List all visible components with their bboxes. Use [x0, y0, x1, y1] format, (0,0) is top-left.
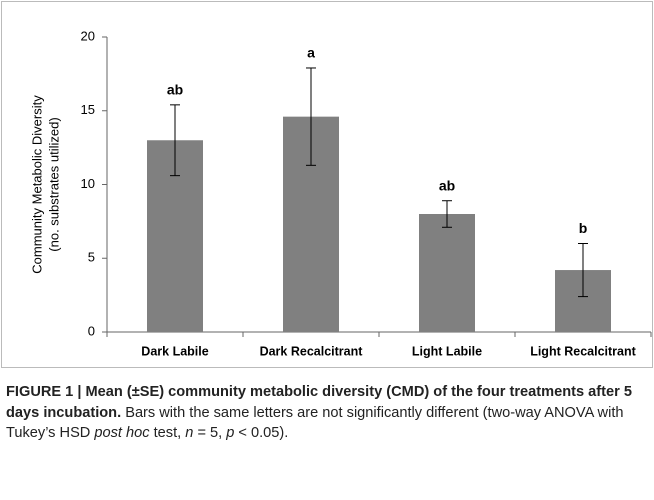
caption-italic: post hoc [94, 425, 150, 441]
error-bar [578, 243, 588, 298]
caption-normal: test, [149, 425, 186, 441]
caption-bold: FIGURE 1 | Mean (±SE) community metaboli… [6, 384, 632, 421]
y-axis-label: (no. substrates utilized) [46, 117, 61, 251]
x-tick-label: Dark Recalcitrant [260, 344, 364, 358]
caption-normal: = 5, [193, 425, 227, 441]
y-tick-label: 5 [88, 250, 95, 265]
caption-normal: Bars with the same letters are not signi… [6, 404, 624, 442]
caption-italic: p [226, 425, 235, 441]
significance-letter: b [579, 220, 588, 236]
x-tick-label: Light Labile [412, 344, 482, 358]
significance-letter: ab [439, 177, 455, 193]
x-tick-label: Dark Labile [141, 344, 208, 358]
error-bar [170, 104, 180, 177]
significance-letter: ab [167, 82, 183, 98]
figure-caption: FIGURE 1 | Mean (±SE) community metaboli… [6, 382, 646, 444]
chart-frame [1, 1, 653, 368]
caption-italic: n [185, 425, 194, 441]
caption-normal: < 0.05). [234, 425, 289, 441]
significance-letter: a [307, 45, 315, 61]
y-tick-label: 0 [88, 323, 95, 338]
error-bar [306, 67, 316, 166]
y-tick-label: 15 [81, 102, 95, 117]
bar [419, 214, 475, 332]
x-tick-label: Light Recalcitrant [530, 344, 636, 358]
y-axis-label: Community Metabolic Diversity [29, 95, 44, 274]
chart: 0 5 10 15 20 Community Metabolic Diversity (no… [29, 28, 652, 358]
y-tick-label: 20 [81, 28, 95, 43]
error-bar [442, 200, 452, 228]
y-tick-label: 10 [81, 176, 95, 191]
